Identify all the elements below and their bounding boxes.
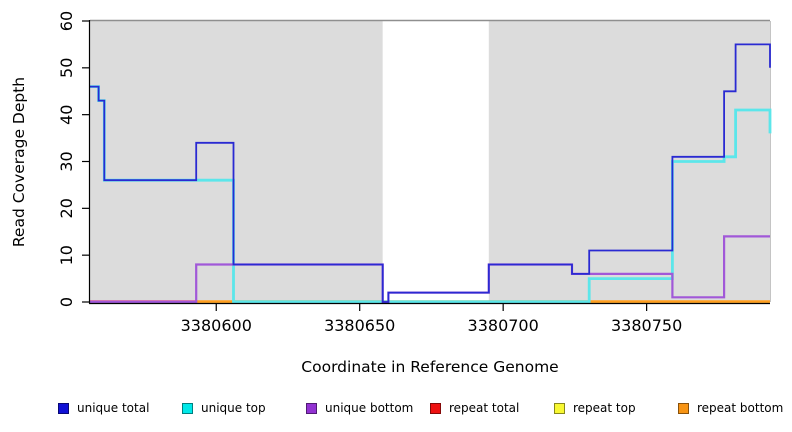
y-tick-label: 0 [57,297,76,307]
x-tick-label: 3380750 [611,316,682,335]
y-tick-label: 40 [57,105,76,125]
legend-label: repeat total [449,401,520,415]
y-tick-label: 30 [57,151,76,171]
y-tick-label: 60 [57,11,76,31]
x-axis-title: Coordinate in Reference Genome [301,358,558,376]
y-axis-title: Read Coverage Depth [10,77,28,247]
legend-entry-unique-top: unique top [182,399,266,417]
legend: unique total unique top unique bottom repea… [0,399,792,421]
legend-label: unique top [201,401,266,415]
y-tick-label: 20 [57,198,76,218]
y-tick-label: 10 [57,245,76,265]
legend-swatch [430,402,441,414]
legend-swatch [58,402,69,414]
legend-label: repeat bottom [697,401,784,415]
legend-label: repeat top [573,401,636,415]
legend-label: unique bottom [325,401,414,415]
legend-swatch [678,402,689,414]
coverage-line-unique-total [90,43,771,303]
x-tick-label: 3380600 [181,316,252,335]
gap-region [382,21,489,302]
legend-swatch [182,402,193,414]
legend-entry-repeat-top: repeat top [554,399,636,417]
legend-entry-unique-total: unique total [58,399,149,417]
legend-label: unique total [77,401,150,415]
legend-swatch [306,402,317,414]
legend-entry-repeat-total: repeat total [430,399,519,417]
x-tick-label: 3380700 [468,316,539,335]
y-tick-label: 50 [57,58,76,78]
legend-entry-unique-bottom: unique bottom [306,399,413,417]
legend-swatch [554,402,565,414]
legend-entry-repeat-bottom: repeat bottom [678,399,783,417]
x-tick-label: 3380650 [324,316,395,335]
